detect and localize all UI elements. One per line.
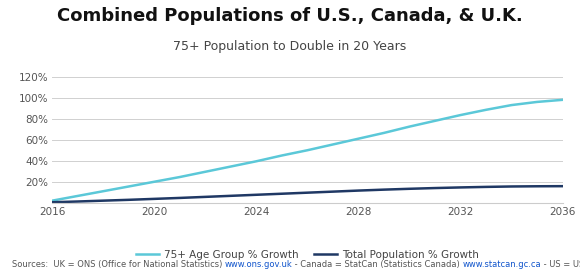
Text: www.statcan.gc.ca: www.statcan.gc.ca [463, 260, 541, 269]
Text: Sources:  UK = ONS (Office for National Statistics): Sources: UK = ONS (Office for National S… [12, 260, 224, 269]
Text: - Canada = StatCan (Statistics Canada): - Canada = StatCan (Statistics Canada) [292, 260, 463, 269]
Text: 75+ Population to Double in 20 Years: 75+ Population to Double in 20 Years [173, 40, 407, 53]
Text: - US = US Census Bureau: - US = US Census Bureau [541, 260, 580, 269]
Text: Combined Populations of U.S., Canada, & U.K.: Combined Populations of U.S., Canada, & … [57, 7, 523, 25]
Text: www.ons.gov.uk: www.ons.gov.uk [224, 260, 292, 269]
Legend: 75+ Age Group % Growth, Total Population % Growth: 75+ Age Group % Growth, Total Population… [132, 246, 483, 264]
